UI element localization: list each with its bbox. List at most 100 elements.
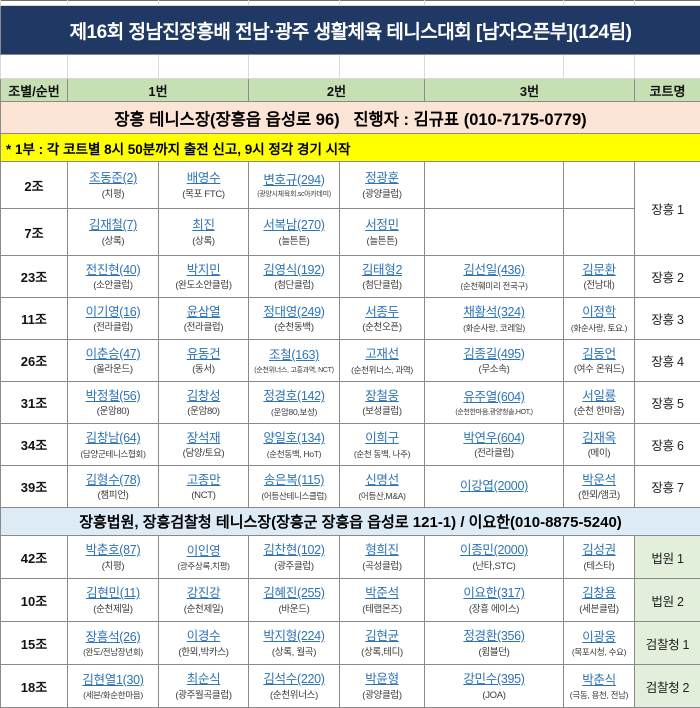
player-name-link[interactable]: 이종민(2000) xyxy=(460,543,528,557)
player-name-link[interactable]: 강민수(395) xyxy=(463,672,524,686)
player-name-link[interactable]: 김창성 xyxy=(187,389,221,403)
player-cell: 박준석 (테랩몬즈) xyxy=(340,579,425,622)
player-cell: 조동준(2)(치평) xyxy=(68,162,159,209)
player-name-link[interactable]: 박지민 xyxy=(187,263,221,277)
player-cell: 김현균(상록,테디) xyxy=(340,622,425,665)
player-name-link[interactable]: 정경호(142) xyxy=(263,389,324,403)
player-name-link[interactable]: 장흥석(26) xyxy=(86,630,141,644)
player-name-link[interactable]: 조동준(2) xyxy=(89,171,137,185)
player-name-link[interactable]: 장석재 xyxy=(187,431,221,445)
player-cell: 김석수(220)(순천위너스) xyxy=(249,665,340,708)
player-name-link[interactable]: 박준석 xyxy=(365,586,399,600)
player-name-link[interactable]: 정대영(249) xyxy=(263,305,324,319)
empty-spreadsheet-row xyxy=(1,55,700,79)
court-name: 장흥 5 xyxy=(635,382,700,424)
player-name-link[interactable]: 강진강 xyxy=(187,586,221,600)
player-name-link[interactable]: 채황석(324) xyxy=(463,305,524,319)
player-name-link[interactable]: 전진현(40) xyxy=(86,263,141,277)
player-name-link[interactable]: 김창용 xyxy=(582,586,616,600)
player-name-link[interactable]: 서복남(270) xyxy=(263,218,324,232)
player-cell: 윤삼열(전라클럽) xyxy=(159,298,249,340)
player-cell: 유동건(동서) xyxy=(159,340,249,382)
player-name-link[interactable]: 배영수 xyxy=(187,171,221,185)
player-cell: 변호규(294)(광양시체육회.sc아카데미) xyxy=(249,162,340,209)
player-name-link[interactable]: 김창남(64) xyxy=(86,431,141,445)
player-name-link[interactable]: 송은복(115) xyxy=(264,473,324,487)
player-name-link[interactable]: 김재옥 xyxy=(582,431,616,445)
player-cell: 최순식(광주월곡클럽) xyxy=(159,665,249,708)
court-name: 검찰청 2 xyxy=(635,665,700,708)
player-name-link[interactable]: 이요한(317) xyxy=(463,586,524,600)
player-name-link[interactable]: 김현열1(30) xyxy=(82,673,143,687)
player-name-link[interactable]: 신명선 xyxy=(365,473,399,487)
player-name-link[interactable]: 이인영 xyxy=(187,544,221,558)
player-name-link[interactable]: 박춘호(87) xyxy=(86,543,141,557)
player-name-link[interactable]: 김혜진(255) xyxy=(263,586,324,600)
player-name-link[interactable]: 장철웅 xyxy=(365,389,399,403)
player-club: (상록) xyxy=(159,237,248,248)
player-name-link[interactable]: 조철(163) xyxy=(269,348,319,362)
player-name-link[interactable]: 유주열(604) xyxy=(463,390,524,404)
player-name-link[interactable]: 양일호(134) xyxy=(263,431,324,445)
player-name-link[interactable]: 김석수(220) xyxy=(263,672,324,686)
player-name-link[interactable]: 김현균 xyxy=(365,629,399,643)
player-name-link[interactable]: 정경환(356) xyxy=(463,629,524,643)
player-cell: 박지민(완도소안클럽) xyxy=(159,256,249,298)
player-name-link[interactable]: 윤삼열 xyxy=(187,305,221,319)
player-club: (한뫼/앰코) xyxy=(564,491,634,502)
player-name-link[interactable]: 유동건 xyxy=(187,347,221,361)
player-club: (여수 온워드) xyxy=(564,365,634,376)
player-name-link[interactable]: 김형수(78) xyxy=(86,473,141,487)
player-name-link[interactable]: 박지형(224) xyxy=(263,629,324,643)
player-name-link[interactable]: 박정철(56) xyxy=(86,389,141,403)
player-club: (광양클럽) xyxy=(340,190,424,201)
player-name-link[interactable]: 이경수 xyxy=(187,629,221,643)
player-cell: 김찬현(102) (광주클럽) xyxy=(249,536,340,579)
player-name-link[interactable]: 김태형2 xyxy=(362,263,402,277)
player-name-link[interactable]: 형희진 xyxy=(365,543,399,557)
player-name-link[interactable]: 이강엽(2000) xyxy=(460,479,528,493)
player-name-link[interactable]: 서일룡 xyxy=(582,389,616,403)
player-name-link[interactable]: 이춘승(47) xyxy=(86,347,141,361)
player-cell: 박윤형(광양클럽) xyxy=(340,665,425,708)
player-name-link[interactable]: 고종만 xyxy=(187,473,221,487)
player-cell: 정경환(356)(윔블던) xyxy=(425,622,564,665)
player-name-link[interactable]: 서종두 xyxy=(365,305,399,319)
player-name-link[interactable]: 김영식(192) xyxy=(263,263,324,277)
player-cell: 유주열(604)(순천한마음,광양청솔,HOT,) xyxy=(425,382,564,424)
player-cell xyxy=(564,209,635,256)
player-name-link[interactable]: 최진 xyxy=(192,218,214,232)
player-name-link[interactable]: 박윤형 xyxy=(365,672,399,686)
player-name-link[interactable]: 박연우(604) xyxy=(463,431,524,445)
player-name-link[interactable]: 변호규(294) xyxy=(263,173,324,187)
player-name-link[interactable]: 김찬현(102) xyxy=(263,543,324,557)
player-cell: 이경수(한뫼,박카스) xyxy=(159,622,249,665)
player-club: (챔피언) xyxy=(68,491,158,502)
player-name-link[interactable]: 김성권 xyxy=(582,543,616,557)
player-club: (첨단클럽) xyxy=(340,281,424,292)
player-name-link[interactable]: 이정학 xyxy=(582,305,616,319)
player-name-link[interactable]: 이광웅 xyxy=(582,630,616,644)
player-name-link[interactable]: 서정민 xyxy=(365,218,399,232)
player-name-link[interactable]: 최순식 xyxy=(187,672,221,686)
player-name-link[interactable]: 박춘식 xyxy=(582,673,616,687)
venue-banner-row: 장흥법원, 장흥검찰청 테니스장(장흥군 장흥읍 읍성로 121-1) / 이요… xyxy=(1,508,700,536)
player-name-link[interactable]: 김현민(11) xyxy=(86,586,140,600)
player-name-link[interactable]: 김종길(495) xyxy=(463,347,524,361)
player-club: (테랩몬즈) xyxy=(340,605,424,616)
player-name-link[interactable]: 이희구 xyxy=(365,431,399,445)
player-name-link[interactable]: 정광훈 xyxy=(365,171,399,185)
player-club: (광주클럽) xyxy=(249,562,339,573)
venue-banner: 장흥법원, 장흥검찰청 테니스장(장흥군 장흥읍 읍성로 121-1) / 이요… xyxy=(1,508,700,536)
player-name-link[interactable]: 김동언 xyxy=(582,347,616,361)
player-name-link[interactable]: 박운석 xyxy=(582,473,616,487)
player-name-link[interactable]: 김선일(436) xyxy=(463,263,524,277)
player-cell: 김창남(64)(담양군테니스협회) xyxy=(68,424,159,466)
player-name-link[interactable]: 김재철(7) xyxy=(89,218,137,232)
player-name-link[interactable]: 고재선 xyxy=(365,347,399,361)
player-name-link[interactable]: 이기영(16) xyxy=(86,305,141,319)
player-name-link[interactable]: 김문환 xyxy=(582,263,616,277)
